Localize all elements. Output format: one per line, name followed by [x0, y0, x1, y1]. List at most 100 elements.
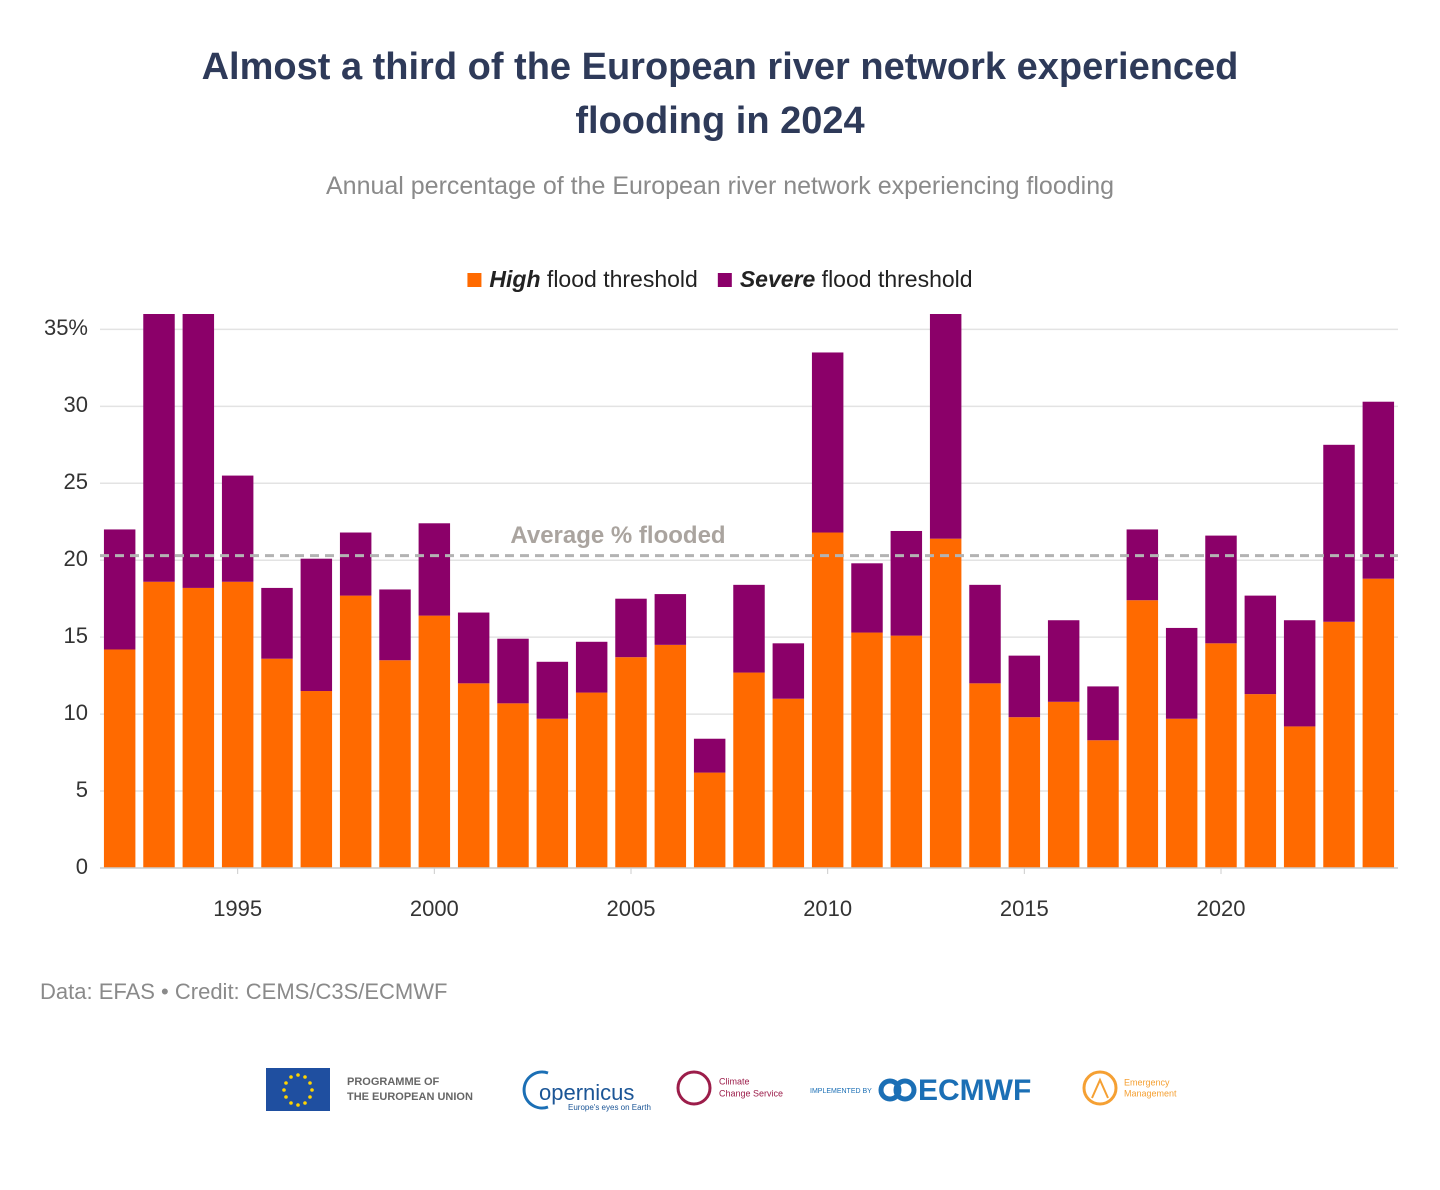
- y-tick-label: 15: [64, 623, 88, 648]
- y-tick-label: 5: [76, 777, 88, 802]
- source: Data: EFAS • Credit: CEMS/C3S/ECMWF: [40, 979, 447, 1004]
- bar-segment: [1047, 701, 1080, 868]
- bar-segment: [143, 581, 175, 868]
- y-tick-label: 10: [64, 700, 88, 725]
- bar-segment: [654, 644, 687, 868]
- logo-text: ECMWF: [918, 1074, 1031, 1107]
- legend-label: High flood threshold: [489, 266, 697, 292]
- bar-segment: [536, 718, 569, 868]
- bar-segment: [497, 703, 529, 868]
- bar-segment: [969, 584, 1001, 684]
- bar-segment: [379, 660, 411, 868]
- bar-segment: [418, 523, 451, 616]
- bar-segment: [1244, 595, 1277, 695]
- bar-segment: [103, 529, 136, 650]
- bar-segment: [575, 641, 608, 693]
- bar-segment: [929, 538, 962, 868]
- bar-segment: [969, 683, 1001, 868]
- cems-logo: Emergency Management: [1082, 1070, 1177, 1106]
- bar-segment: [851, 563, 883, 633]
- bar-segment: [693, 772, 726, 868]
- x-tick-label: 2020: [1197, 896, 1246, 921]
- bar-segment: [890, 635, 923, 868]
- bar-segment: [1323, 621, 1355, 868]
- bar-segment: [1165, 627, 1198, 719]
- bar-segment: [772, 643, 805, 699]
- bar-segment: [1244, 694, 1277, 868]
- bar-segment: [1008, 717, 1041, 868]
- bar-segment: [693, 738, 726, 773]
- bar-segment: [379, 589, 411, 661]
- bar-segment: [851, 632, 883, 868]
- eu-logo: PROGRAMME OF THE EUROPEAN UNION: [266, 1068, 473, 1111]
- bar-segment: [1047, 620, 1080, 702]
- legend-swatch: [467, 273, 482, 287]
- logo-text: THE EUROPEAN UNION: [347, 1091, 473, 1103]
- bar-segment: [615, 598, 647, 658]
- bar-segment: [339, 595, 372, 868]
- bar-segment: [654, 594, 687, 645]
- logo-text: Emergency: [1124, 1077, 1170, 1087]
- bar-segment: [221, 581, 254, 868]
- ecmwf-logo: IMPLEMENTED BY ECMWF: [810, 1074, 1031, 1107]
- bar-segment: [497, 638, 529, 704]
- bar-segment: [300, 558, 333, 692]
- chart-title: Almost a third of the European river net…: [201, 46, 1239, 142]
- y-tick-label: 35%: [44, 315, 88, 340]
- y-tick-label: 20: [64, 546, 88, 571]
- bar-segment: [1362, 401, 1395, 579]
- bar-segment: [1087, 740, 1119, 868]
- legend-label: Severe flood threshold: [740, 266, 973, 292]
- legend-swatch: [717, 273, 732, 287]
- bar-segment: [811, 352, 844, 533]
- bar-segment: [300, 691, 333, 868]
- bar-segment: [1205, 535, 1237, 644]
- bar-segment: [457, 612, 490, 684]
- legend-item: Severe flood threshold: [717, 266, 973, 292]
- bar-segment: [733, 584, 765, 673]
- bar-segment: [890, 530, 923, 636]
- bar-segment: [733, 672, 765, 868]
- y-tick-label: 0: [76, 854, 88, 879]
- x-tick-label: 2005: [607, 896, 656, 921]
- logo-text: opernicus: [539, 1080, 634, 1105]
- bar-segment: [1362, 578, 1395, 868]
- bar-segment: [143, 314, 175, 582]
- bar-segment: [1283, 620, 1316, 727]
- bar-segment: [929, 314, 962, 539]
- logo-text: IMPLEMENTED BY: [810, 1088, 872, 1095]
- y-tick-label: 30: [64, 392, 88, 417]
- bar-segment: [1008, 655, 1041, 718]
- bar-segment: [615, 657, 647, 868]
- logo-text: Climate: [719, 1076, 750, 1086]
- bar-segment: [1323, 444, 1355, 622]
- bar-segment: [103, 649, 136, 868]
- logo-text: PROGRAMME OF: [347, 1076, 440, 1088]
- bar-segment: [261, 587, 293, 659]
- bar-segment: [221, 475, 254, 582]
- bar-segment: [1126, 529, 1159, 601]
- bar-segment: [1205, 643, 1237, 868]
- x-tick-label: 2015: [1000, 896, 1049, 921]
- legend-item: High flood threshold: [467, 266, 698, 292]
- bar-segment: [261, 658, 293, 868]
- x-tick-label: 2010: [803, 896, 852, 921]
- bar-segment: [418, 615, 451, 868]
- bar-segment: [772, 698, 805, 868]
- bar-segment: [811, 532, 844, 868]
- bar-segment: [1283, 726, 1316, 868]
- bar-segment: [339, 532, 372, 596]
- bar-segment: [457, 683, 490, 868]
- copernicus-logo: opernicus Europe's eyes on Earth: [522, 1070, 651, 1112]
- bar-segment: [182, 587, 215, 868]
- bar-segment: [536, 661, 569, 719]
- logo-text: Change Service: [719, 1088, 783, 1098]
- logo-text: Europe's eyes on Earth: [568, 1103, 651, 1112]
- x-tick-label: 1995: [213, 896, 262, 921]
- x-tick-label: 2000: [410, 896, 459, 921]
- bar-segment: [1126, 600, 1159, 868]
- logo-text: Management: [1124, 1088, 1177, 1098]
- y-tick-label: 25: [64, 469, 88, 494]
